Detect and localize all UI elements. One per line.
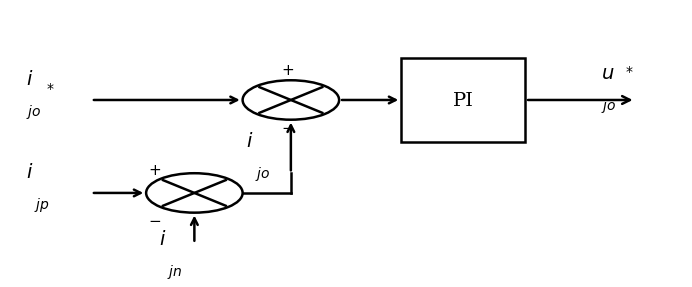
Text: $*$: $*$: [46, 80, 55, 94]
Text: $jp$: $jp$: [35, 196, 50, 214]
Text: +: +: [148, 163, 161, 178]
Text: $*$: $*$: [625, 63, 634, 77]
Text: +: +: [281, 63, 294, 78]
Text: $i$: $i$: [158, 230, 166, 249]
Text: $jo$: $jo$: [601, 97, 617, 115]
Text: $i$: $i$: [26, 70, 33, 89]
Text: $jn$: $jn$: [167, 263, 182, 281]
Text: $jo$: $jo$: [26, 103, 41, 121]
Text: $-$: $-$: [148, 212, 161, 227]
Text: $i$: $i$: [246, 132, 253, 151]
Text: $u$: $u$: [601, 65, 614, 83]
Text: PI: PI: [453, 92, 473, 110]
FancyBboxPatch shape: [401, 58, 525, 142]
Text: $i$: $i$: [26, 163, 33, 182]
Text: $-$: $-$: [281, 119, 294, 134]
Text: $jo$: $jo$: [255, 165, 271, 183]
